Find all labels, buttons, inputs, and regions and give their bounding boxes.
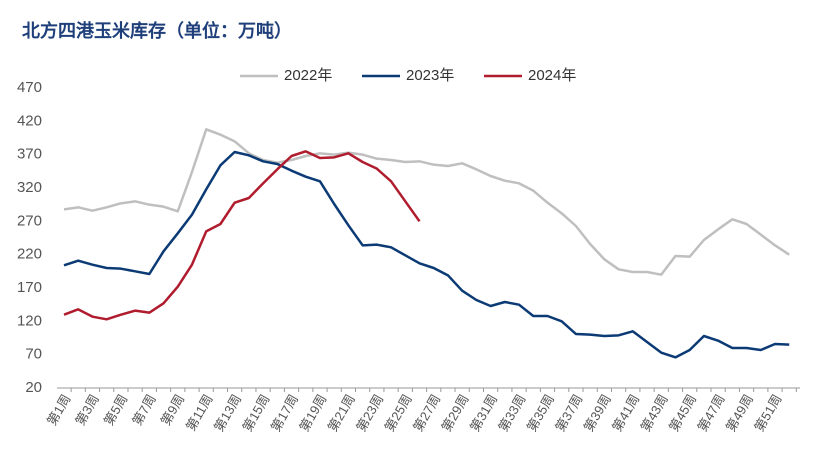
x-tick-label: 第9周: [158, 392, 188, 428]
x-tick-label: 第49周: [723, 392, 756, 435]
x-tick-label: 第21周: [325, 392, 358, 435]
y-tick-label: 270: [17, 212, 42, 229]
y-tick-label: 420: [17, 112, 42, 129]
x-tick-label: 第31周: [467, 392, 500, 435]
x-tick-label: 第41周: [609, 392, 642, 435]
x-tick-label: 第19周: [296, 392, 329, 435]
x-tick-label: 第25周: [382, 392, 415, 435]
x-tick-label: 第23周: [353, 392, 386, 435]
x-tick-label: 第1周: [44, 392, 74, 428]
x-tick-label: 第3周: [72, 392, 102, 428]
x-tick-label: 第29周: [439, 392, 472, 435]
series-line: [63, 150, 790, 359]
y-tick-label: 120: [17, 312, 42, 329]
x-tick-label: 第13周: [211, 392, 244, 435]
x-tick-label: 第33周: [495, 392, 528, 435]
series-line: [63, 128, 790, 276]
x-tick-label: 第43周: [638, 392, 671, 435]
y-tick-label: 320: [17, 179, 42, 196]
legend-label: 2023年: [406, 67, 454, 84]
x-tick-label: 第27周: [410, 392, 443, 435]
legend-label: 2024年: [528, 67, 576, 84]
y-tick-label: 370: [17, 146, 42, 163]
y-tick-label: 70: [25, 346, 42, 363]
x-tick-label: 第37周: [552, 392, 585, 435]
x-tick-label: 第7周: [129, 392, 159, 428]
x-tick-label: 第15周: [239, 392, 272, 435]
chart-title: 北方四港玉米库存（单位：万吨）: [22, 20, 292, 41]
x-tick-label: 第39周: [581, 392, 614, 435]
y-tick-label: 170: [17, 279, 42, 296]
y-tick-label: 220: [17, 246, 42, 263]
x-tick-label: 第17周: [268, 392, 301, 435]
x-tick-label: 第51周: [751, 392, 784, 435]
series-line: [63, 150, 421, 321]
y-tick-label: 470: [17, 79, 42, 96]
x-tick-label: 第5周: [101, 392, 131, 428]
y-tick-label: 20: [25, 379, 42, 396]
x-tick-label: 第45周: [666, 392, 699, 435]
x-tick-label: 第35周: [524, 392, 557, 435]
x-tick-label: 第47周: [694, 392, 727, 435]
legend-label: 2022年: [284, 67, 332, 84]
